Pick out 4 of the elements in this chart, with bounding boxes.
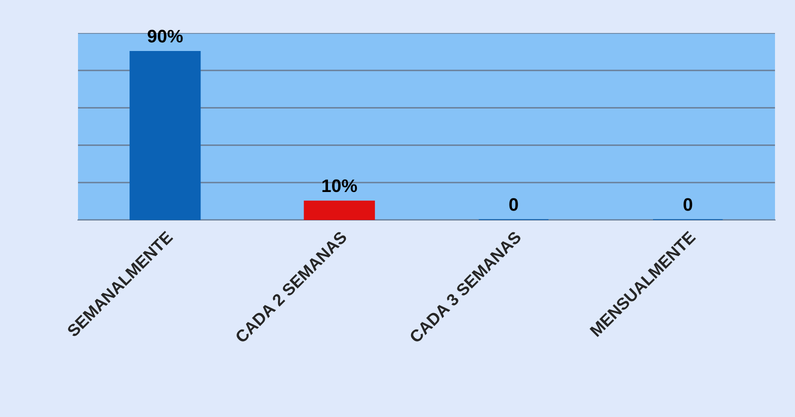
data-label: 90%	[148, 30, 183, 43]
data-label: 10%	[322, 179, 357, 192]
data-label: 0	[509, 198, 518, 211]
data-label: 0	[684, 198, 692, 211]
